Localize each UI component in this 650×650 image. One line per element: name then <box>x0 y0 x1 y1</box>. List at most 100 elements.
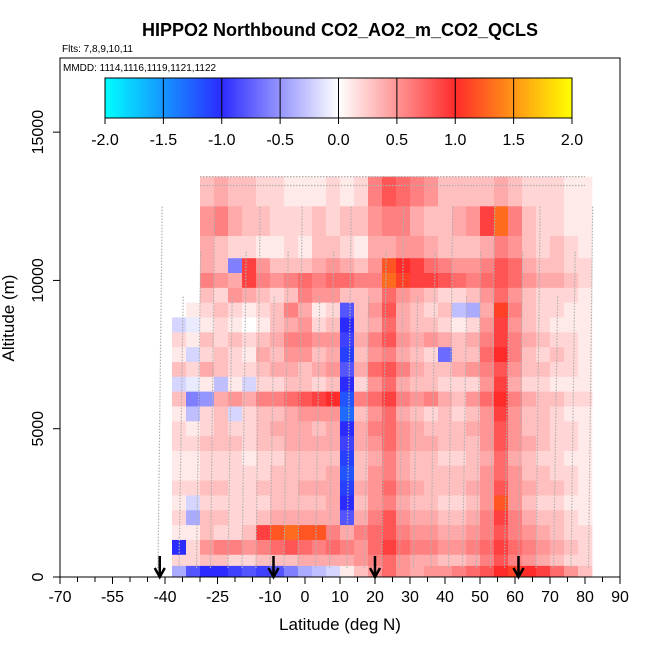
heatmap-cell <box>186 302 201 318</box>
heatmap-cell <box>298 235 313 259</box>
heatmap-cell <box>200 465 215 482</box>
heatmap-cell <box>396 436 411 452</box>
heatmap-cell <box>508 302 523 318</box>
heatmap-cell <box>186 565 201 577</box>
heatmap-cell <box>172 332 187 348</box>
heatmap-cell <box>214 258 229 274</box>
heatmap-cell <box>522 554 537 567</box>
heatmap-cell <box>256 258 271 274</box>
heatmap-cell <box>256 450 271 467</box>
heatmap-cell <box>382 436 397 452</box>
heatmap-cell <box>410 565 425 577</box>
heatmap-cell <box>284 258 299 274</box>
heatmap-cell <box>270 495 285 511</box>
heatmap-cell <box>396 565 411 577</box>
heatmap-cell <box>242 361 257 378</box>
heatmap-cell <box>172 565 187 577</box>
heatmap-cell <box>522 525 537 541</box>
heatmap-cell <box>256 565 271 577</box>
x-tick-label: 50 <box>471 589 489 606</box>
heatmap-cell <box>480 273 495 289</box>
heatmap-cell <box>410 450 425 467</box>
heatmap-cell <box>354 302 369 318</box>
heatmap-cell <box>326 332 341 348</box>
heatmap-cell <box>312 206 327 237</box>
heatmap-cell <box>438 510 453 526</box>
heatmap-cell <box>410 287 425 304</box>
heatmap-cell <box>256 391 271 407</box>
heatmap-cell <box>396 332 411 348</box>
y-tick-label: 5000 <box>30 411 47 447</box>
heatmap-cell <box>396 176 411 207</box>
heatmap-cell <box>536 287 551 304</box>
x-tick-label: 70 <box>541 589 559 606</box>
heatmap-cell <box>396 302 411 318</box>
heatmap-cell <box>200 235 215 259</box>
heatmap-cell <box>466 332 481 348</box>
heatmap-cell <box>326 465 341 482</box>
heatmap-cell <box>228 406 243 422</box>
heatmap-cell <box>326 565 341 577</box>
heatmap-cell <box>242 406 257 422</box>
heatmap-cell <box>452 361 467 378</box>
heatmap-cell <box>452 539 467 556</box>
heatmap-cell <box>326 539 341 556</box>
sample-arrow <box>512 556 525 580</box>
heatmap-cell <box>410 465 425 482</box>
heatmap-cell <box>172 376 187 393</box>
heatmap-cell <box>228 361 243 378</box>
heatmap-cell <box>508 421 523 437</box>
heatmap-cell <box>382 302 397 318</box>
heatmap-cell <box>396 480 411 496</box>
heatmap-cell <box>452 480 467 496</box>
heatmap-cell <box>326 235 341 259</box>
heatmap-cell <box>452 525 467 541</box>
heatmap-cell <box>312 539 327 556</box>
heatmap-cell <box>536 332 551 348</box>
heatmap-cell <box>382 565 397 577</box>
heatmap-cell <box>270 465 285 482</box>
heatmap-cell <box>396 554 411 567</box>
heatmap-cell <box>298 421 313 437</box>
heatmap-cell <box>256 480 271 496</box>
heatmap-cell <box>508 539 523 556</box>
heatmap-cell <box>438 421 453 437</box>
heatmap-cell <box>270 421 285 437</box>
heatmap-cell <box>452 287 467 304</box>
x-tick-label: -55 <box>101 589 124 606</box>
heatmap-cell <box>480 332 495 348</box>
heatmap-cell <box>354 525 369 541</box>
heatmap-cell <box>242 287 257 304</box>
heatmap-cell <box>340 525 355 541</box>
heatmap-cell <box>578 565 593 577</box>
heatmap-cell <box>438 332 453 348</box>
flight-track <box>346 206 352 569</box>
heatmap-cell <box>396 376 411 393</box>
heatmap-cell <box>214 332 229 348</box>
heatmap-cell <box>396 539 411 556</box>
heatmap-cell <box>298 391 313 407</box>
heatmap-cell <box>326 361 341 378</box>
heatmap-cell <box>550 302 565 318</box>
heatmap-cell <box>242 302 257 318</box>
heatmap-cell <box>494 525 509 541</box>
heatmap-cell <box>410 406 425 422</box>
heatmap-cell <box>508 465 523 482</box>
heatmap-cell <box>340 361 355 378</box>
heatmap-cell <box>508 554 523 567</box>
heatmap-cell <box>298 450 313 467</box>
heatmap-cell <box>550 421 565 437</box>
heatmap-cell <box>382 258 397 274</box>
heatmap-cell <box>228 480 243 496</box>
heatmap-cell <box>410 273 425 289</box>
heatmap-cell <box>452 176 467 207</box>
heatmap-cell <box>326 273 341 289</box>
heatmap-cell <box>550 539 565 556</box>
heatmap-cell <box>284 554 299 567</box>
heatmap-cell <box>298 273 313 289</box>
heatmap-cell <box>298 258 313 274</box>
flight-track <box>447 206 454 569</box>
heatmap-cell <box>494 480 509 496</box>
heatmap-cell <box>200 273 215 289</box>
x-tick-label: -40 <box>153 589 176 606</box>
